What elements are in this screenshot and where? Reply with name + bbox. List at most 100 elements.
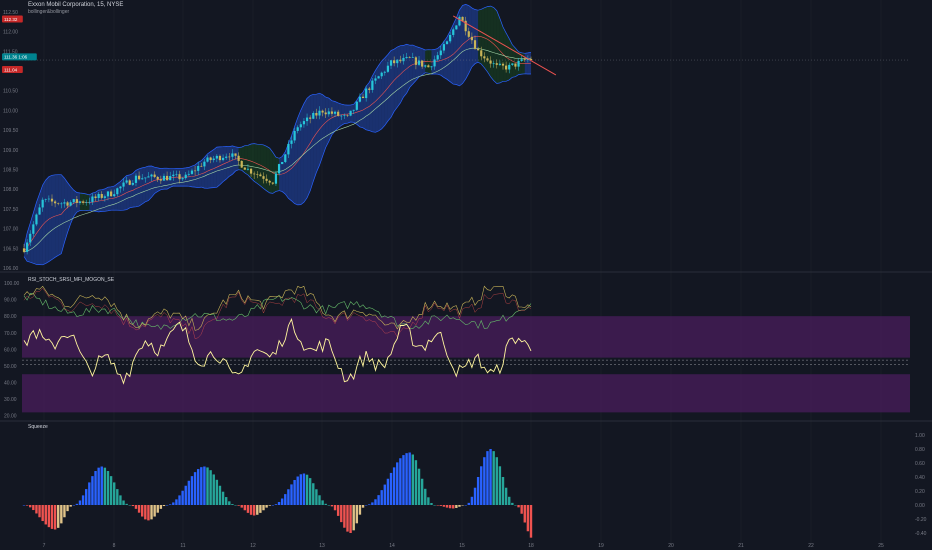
candle-body [259,174,262,177]
squeeze-bar [511,502,514,505]
candle-body [281,161,284,165]
candle-body [137,175,141,180]
candle-body [81,201,85,203]
candle-body [411,57,414,58]
squeeze-tick-label: 0.80 [915,447,925,453]
upper-band [23,4,532,248]
candle-body [414,57,418,65]
band-segment [503,26,507,82]
candle-body [299,124,302,128]
squeeze-bar [473,487,477,505]
candle-body [343,115,346,116]
squeeze-bar [411,454,415,505]
squeeze-bar [483,457,486,505]
squeeze-bar [523,505,526,523]
squeeze-bar [137,505,141,513]
squeeze-bar [470,496,474,505]
osc-line-tan [23,285,532,331]
squeeze-bar [305,474,309,505]
band-segment [232,145,236,175]
squeeze-bar [119,495,122,505]
band-segment [51,174,56,260]
squeeze-tick-label: 1.00 [915,433,925,439]
squeeze-bar [29,505,32,508]
candle-body [141,178,144,180]
squeeze-tick-label: -0.40 [915,531,927,537]
squeeze-bar [50,505,54,529]
squeeze-bar [448,505,452,509]
squeeze-bar [215,479,219,505]
band-segment [61,174,65,254]
time-tick-label: 19 [598,543,604,549]
price-tick-label: 110.50 [3,89,18,95]
candle-body [221,157,225,161]
candle-body [109,191,113,197]
squeeze-bar [200,467,203,505]
squeeze-bar [25,505,29,506]
candle-body [327,111,330,115]
oscillator-title: RSI_STOCH_SRSI_MFI_MOGON_SE [28,277,115,283]
candle-body [321,110,324,113]
candle-body [169,176,172,181]
candle-body [60,203,63,205]
squeeze-bar [172,502,175,505]
squeeze-bar [60,505,63,524]
squeeze-bar [63,505,66,518]
candle-body [178,174,181,180]
squeeze-bar [495,457,498,505]
chart-subtitle: bollinger&bollinger [28,9,70,15]
candle-body [405,56,408,58]
candle-body [452,29,455,35]
band-segment [328,98,332,142]
candle-body [66,202,69,206]
candle-body [315,112,318,116]
band-segment [254,143,258,184]
candle-body [88,201,91,203]
squeeze-bar [492,451,495,505]
squeeze-bar [243,505,247,511]
squeeze-bar [361,505,365,508]
candle-body [106,191,110,197]
oscillator-tick-label: 20.00 [4,414,17,420]
candle-body [337,111,340,116]
candle-body [63,202,66,204]
squeeze-bar [489,449,492,505]
candle-body [240,160,243,168]
squeeze-bar [377,495,380,505]
squeeze-bar [72,505,75,506]
candle-body [29,233,32,243]
candle-body [78,201,82,203]
time-tick-label: 7 [43,543,46,549]
squeeze-bar [66,505,69,512]
candle-body [477,48,480,51]
squeeze-bar [430,503,433,505]
candle-body [203,161,206,167]
squeeze-bar [424,488,427,505]
candle-body [421,60,424,67]
candle-body [333,111,337,114]
candle-body [296,127,299,131]
time-tick-label: 20 [668,543,674,549]
squeeze-bar [455,505,458,508]
squeeze-bar [396,462,399,505]
candle-body [355,101,358,110]
ema-line [23,47,532,253]
squeeze-bar [386,478,390,505]
candle-body [165,175,169,181]
time-tick-label: 12 [250,543,256,549]
squeeze-bar [380,490,383,505]
candle-body [197,165,200,171]
oscillator-lines [23,285,532,385]
candle-body [458,16,461,26]
squeeze-bar [162,505,166,507]
oscillator-tick-label: 40.00 [4,381,17,387]
squeeze-bar [343,505,346,528]
band-segment [325,97,329,148]
band-segment [415,46,420,81]
squeeze-bar [94,471,97,505]
band-segment [24,233,28,262]
squeeze-bar [340,505,343,523]
candle-body [358,96,362,102]
